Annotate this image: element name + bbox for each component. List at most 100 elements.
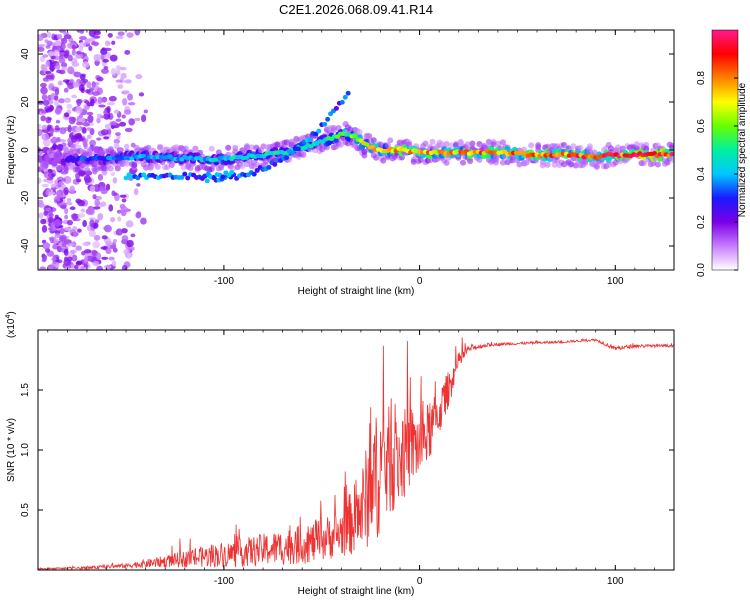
noise-blob [38,44,45,48]
branch-blob [205,171,211,177]
noise-blob [63,87,69,93]
noise-blob [109,120,118,126]
noise-blob [114,195,120,201]
noise-blob [82,220,87,228]
noise-blob [123,90,130,95]
noise-blob [41,124,48,130]
noise-blob [126,32,134,38]
noise-blob [40,82,47,88]
halo-blob [91,145,98,152]
noise-blob [105,183,111,191]
halo-blob [570,143,577,150]
noise-blob [115,118,122,122]
noise-blob [92,260,100,267]
noise-blob [60,38,66,42]
noise-blob [48,172,55,179]
noise-blob [64,214,69,220]
noise-blob [89,217,96,221]
noise-blob [56,143,64,152]
snr-series-line [38,337,674,570]
noise-blob [113,192,118,196]
halo-blob [293,137,300,144]
halo-blob [260,143,267,150]
noise-blob [54,233,61,238]
noise-blob [103,224,112,233]
noise-blob [85,208,93,215]
branch-blob [339,99,345,105]
x-tick-label: -100 [214,276,234,287]
halo-blob [145,150,152,157]
noise-blob [63,112,70,118]
noise-blob [88,230,96,238]
noise-blob [41,94,48,101]
noise-blob [101,129,109,136]
x-tick-label: 100 [607,576,624,587]
halo-blob [615,144,622,151]
noise-blob [43,210,48,216]
noise-blob [82,61,90,68]
noise-blob [126,239,134,248]
halo-blob [330,124,337,131]
noise-blob [54,107,62,115]
noise-blob [66,103,73,109]
halo-blob [591,149,598,156]
noise-blob [74,133,83,140]
halo-blob [274,141,281,148]
noise-blob [86,127,92,131]
noise-blob [93,30,101,36]
branch-blob [333,105,339,111]
noise-blob [60,184,66,188]
noise-blob [75,98,83,104]
noise-blob [89,139,96,147]
noise-blob [94,198,101,207]
noise-blob [49,64,55,72]
halo-blob [551,161,558,168]
noise-blob [63,97,71,103]
branch-blob [211,175,217,181]
noise-blob [86,255,95,262]
noise-blob [124,143,130,150]
noise-blob [77,228,82,233]
noise-blob [89,219,95,227]
noise-blob [96,117,101,124]
noise-blob [121,235,129,242]
noise-blob [96,113,102,118]
noise-blob [68,116,76,125]
noise-blob [83,264,89,268]
branch-blob [179,175,185,180]
halo-blob [492,159,499,166]
halo-blob [248,144,255,151]
noise-blob [82,122,90,127]
ridge-blob [51,159,58,167]
noise-blob [71,213,78,221]
noise-blob [49,127,54,135]
halo-blob [38,149,44,156]
halo-blob [528,142,535,149]
noise-blob [67,219,73,226]
halo-blob [180,164,187,171]
y-tick-label: 20 [20,96,31,108]
halo-blob [239,163,246,170]
y-tick-label: 0 [20,147,31,153]
noise-blob [56,33,63,40]
halo-blob [490,141,497,148]
noise-blob [42,242,51,250]
noise-blob [107,101,115,106]
noise-blob [41,64,48,72]
noise-blob [38,128,43,137]
noise-blob [127,102,136,106]
noise-blob [92,206,101,210]
spectrogram-x-label: Height of straight line (km) [298,286,415,297]
halo-blob [63,166,70,173]
noise-blob [92,91,100,96]
noise-blob [69,185,75,193]
noise-blob [109,54,118,62]
noise-blob [67,256,73,262]
noise-blob [61,242,66,247]
noise-blob [67,251,73,256]
noise-blob [79,74,86,80]
halo-blob [640,160,647,167]
noise-blob [75,261,82,266]
halo-blob [607,145,614,152]
